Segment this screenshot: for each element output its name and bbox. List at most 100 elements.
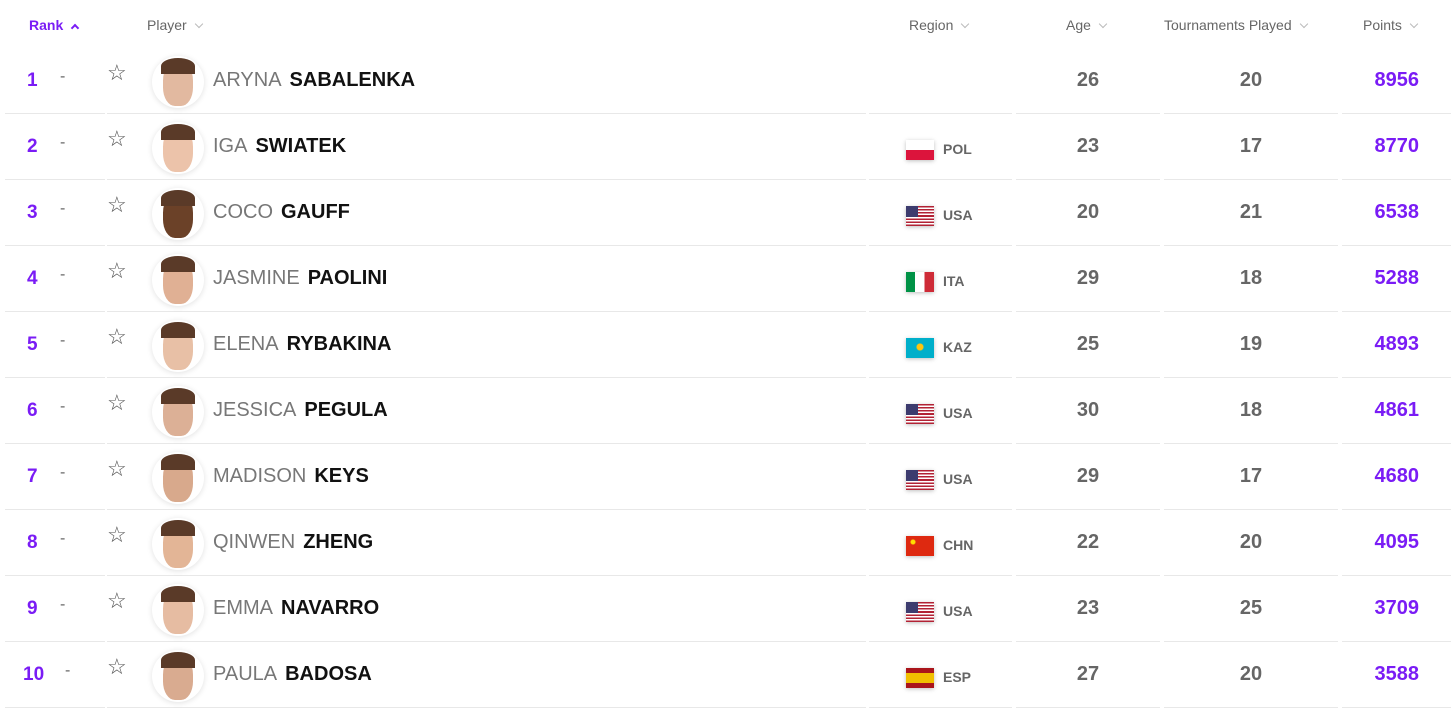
last-name: GAUFF [281,201,350,223]
table-row[interactable]: 8 - ☆ QINWEN ZHENG CHN 22 20 4095 [0,510,1451,576]
tournaments-value: 25 [1239,597,1263,619]
sort-points[interactable]: Points [1363,17,1419,33]
player-name[interactable]: MADISON KEYS [213,465,369,488]
star-icon[interactable]: ☆ [107,654,127,679]
sort-player[interactable]: Player [147,17,203,33]
sort-age[interactable]: Age [1066,17,1108,33]
sort-region[interactable]: Region [909,17,970,33]
sort-tournaments[interactable]: Tournaments Played [1164,17,1308,33]
chevron-down-icon [1409,19,1419,29]
rank-number: 2 [27,136,38,157]
tournaments-cell: 20 [1164,642,1338,708]
tournaments-cell: 20 [1164,48,1338,114]
table-row[interactable]: 1 - ☆ ARYNA SABALENKA 26 20 8956 [0,48,1451,114]
points-value: 8956 [1374,69,1420,91]
age-value: 27 [1076,663,1100,685]
last-name: SABALENKA [289,69,416,91]
player-name[interactable]: JASMINE PAOLINI [213,267,387,290]
region-cell: CHN [869,510,1012,576]
chevron-down-icon [194,19,203,29]
player-name[interactable]: ARYNA SABALENKA [213,69,415,92]
age-value: 23 [1076,597,1100,619]
player-header-label: Player [147,17,187,33]
rank-number: 6 [27,400,38,421]
star-icon[interactable]: ☆ [107,522,127,547]
rank-number: 7 [27,466,38,487]
table-row[interactable]: 5 - ☆ ELENA RYBAKINA KAZ 25 19 4893 [0,312,1451,378]
star-icon[interactable]: ☆ [107,258,127,283]
age-header-label: Age [1066,17,1091,33]
region-cell: KAZ [869,312,1012,378]
last-name: SWIATEK [255,135,347,157]
rank-number: 3 [27,202,38,223]
player-name[interactable]: COCO GAUFF [213,201,350,224]
first-name: COCO [213,201,273,223]
first-name: QINWEN [213,531,296,553]
player-name[interactable]: QINWEN ZHENG [213,531,373,554]
age-cell: 29 [1016,444,1160,510]
rank-movement: - [60,596,66,613]
table-row[interactable]: 4 - ☆ JASMINE PAOLINI ITA 29 18 5288 [0,246,1451,312]
region-code: ESP [943,669,972,685]
tournaments-cell: 17 [1164,114,1338,180]
tournaments-cell: 20 [1164,510,1338,576]
last-name: KEYS [314,465,369,487]
rank-cell: 3 - [5,180,105,246]
region-code: USA [943,207,973,223]
points-cell: 4861 [1342,378,1451,444]
table-row[interactable]: 9 - ☆ EMMA NAVARRO USA 23 25 3709 [0,576,1451,642]
player-cell: ☆ ARYNA SABALENKA [107,48,866,114]
age-cell: 29 [1016,246,1160,312]
star-icon[interactable]: ☆ [107,324,127,349]
tournaments-value: 18 [1239,399,1263,421]
last-name: PAOLINI [307,267,388,289]
avatar [152,452,204,504]
star-icon[interactable]: ☆ [107,456,127,481]
region-cell: USA [869,378,1012,444]
region-cell: USA [869,444,1012,510]
rank-header-label: Rank [29,17,64,33]
age-value: 23 [1076,135,1100,157]
rank-cell: 4 - [5,246,105,312]
tournaments-cell: 17 [1164,444,1338,510]
table-row[interactable]: 10 - ☆ PAULA BADOSA ESP 27 20 3588 [0,642,1451,708]
rank-movement: - [60,398,66,415]
region-code: KAZ [943,339,972,355]
player-name[interactable]: ELENA RYBAKINA [213,333,391,356]
player-name[interactable]: PAULA BADOSA [213,663,372,686]
star-icon[interactable]: ☆ [107,60,127,85]
points-cell: 3709 [1342,576,1451,642]
tournaments-value: 20 [1239,531,1263,553]
player-cell: ☆ JESSICA PEGULA [107,378,866,444]
table-row[interactable]: 7 - ☆ MADISON KEYS USA 29 17 4680 [0,444,1451,510]
region-cell [869,48,1012,114]
points-cell: 4095 [1342,510,1451,576]
region-code: USA [943,603,973,619]
tournaments-cell: 19 [1164,312,1338,378]
rank-number: 10 [23,664,45,685]
rank-cell: 10 - [5,642,105,708]
chevron-down-icon [1299,19,1308,29]
star-icon[interactable]: ☆ [107,588,127,613]
region-cell: USA [869,576,1012,642]
star-icon[interactable]: ☆ [107,390,127,415]
tournaments-value: 18 [1239,267,1263,289]
rank-movement: - [60,332,66,349]
table-row[interactable]: 2 - ☆ IGA SWIATEK POL 23 17 8770 [0,114,1451,180]
table-row[interactable]: 3 - ☆ COCO GAUFF USA 20 21 6538 [0,180,1451,246]
table-row[interactable]: 6 - ☆ JESSICA PEGULA USA 30 18 4861 [0,378,1451,444]
player-name[interactable]: IGA SWIATEK [213,135,346,158]
tournaments-value: 20 [1239,69,1263,91]
rank-movement: - [60,530,66,547]
tournaments-value: 20 [1239,663,1263,685]
last-name: RYBAKINA [286,333,392,355]
player-name[interactable]: JESSICA PEGULA [213,399,388,422]
sort-rank[interactable]: Rank [29,17,80,33]
points-cell: 8770 [1342,114,1451,180]
star-icon[interactable]: ☆ [107,192,127,217]
star-icon[interactable]: ☆ [107,126,127,151]
player-name[interactable]: EMMA NAVARRO [213,597,379,620]
age-cell: 26 [1016,48,1160,114]
avatar [152,320,204,372]
age-value: 25 [1076,333,1100,355]
